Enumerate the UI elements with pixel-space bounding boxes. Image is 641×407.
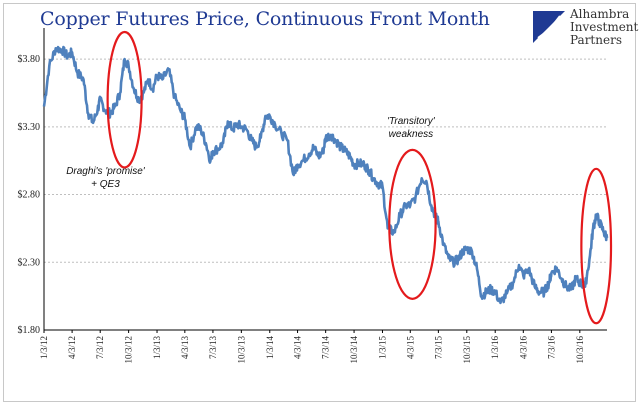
x-tick-label: 1/3/13 (152, 336, 162, 360)
annotation-text: Draghi's 'promise' (66, 166, 146, 177)
y-tick-label: $3.80 (18, 54, 41, 65)
annotation-text: + QE3 (91, 179, 120, 190)
x-tick-label: 4/3/13 (180, 336, 190, 360)
x-tick-label: 10/3/15 (462, 336, 472, 364)
x-tick-label: 1/3/14 (265, 336, 275, 360)
highlight-ellipse (106, 30, 143, 169)
x-tick-label: 4/3/12 (67, 336, 77, 359)
x-tick-label: 4/3/16 (518, 336, 528, 360)
x-tick-label: 10/3/12 (124, 336, 134, 364)
annotation-text: weakness (389, 129, 433, 140)
logo-text-line: Alhambra (570, 7, 630, 21)
price-line (42, 45, 609, 305)
x-tick-label: 7/3/12 (95, 336, 105, 359)
x-tick-label: 10/3/16 (575, 336, 585, 364)
x-tick-label: 7/3/16 (546, 336, 556, 360)
x-tick-label: 7/3/15 (433, 336, 443, 360)
y-tick-label: $3.30 (18, 122, 41, 133)
y-tick-label: $1.80 (18, 325, 41, 336)
y-tick-label: $2.80 (18, 190, 41, 201)
chart-title: Copper Futures Price, Continuous Front M… (40, 8, 490, 30)
logo-text-line: Partners (570, 33, 622, 47)
x-tick-label: 1/3/15 (377, 336, 387, 360)
x-tick-label: 7/3/13 (208, 336, 218, 360)
x-tick-label: 4/3/15 (405, 336, 415, 360)
x-tick-label: 1/3/16 (490, 336, 500, 360)
x-tick-label: 1/3/12 (39, 336, 49, 359)
logo: Alhambra Investment Partners (532, 7, 638, 58)
x-tick-label: 4/3/14 (293, 336, 303, 360)
highlight-ellipse (388, 148, 437, 300)
shield-icon (533, 11, 565, 43)
x-tick-label: 7/3/14 (321, 336, 331, 360)
highlight-ellipse (580, 167, 613, 325)
logo-text-line: Investment (570, 20, 639, 34)
x-tick-label: 10/3/14 (349, 336, 359, 364)
y-tick-label: $2.30 (18, 257, 41, 268)
annotation-text: 'Transitory' (387, 116, 436, 127)
chart-frame (3, 3, 636, 402)
x-tick-label: 10/3/13 (236, 336, 246, 364)
